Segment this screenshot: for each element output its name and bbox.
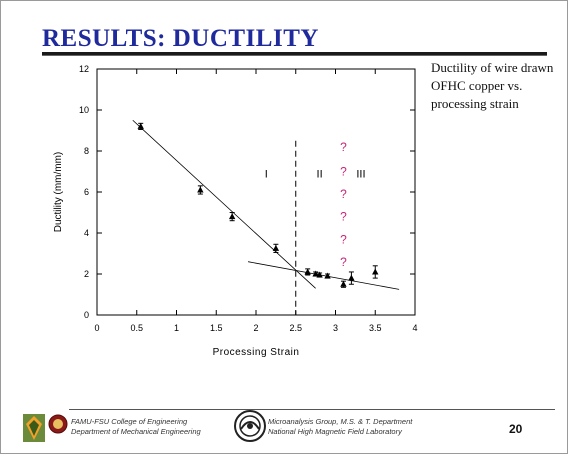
title-underline bbox=[42, 52, 547, 55]
region-label: II bbox=[317, 169, 323, 181]
x-tick-label: 1.5 bbox=[210, 323, 223, 333]
question-mark: ? bbox=[340, 232, 347, 246]
chart-caption: Ductility of wire drawn OFHC copper vs. … bbox=[431, 60, 554, 111]
footer-left-text: FAMU-FSU College of Engineering Departme… bbox=[71, 417, 201, 437]
ductility-chart: 0 0.5 1 1.5 2 2.5 3 3.5 4 0 2 4 6 8 10 12 Processing Str… bbox=[53, 64, 418, 358]
data-point bbox=[228, 213, 236, 220]
page-number: 20 bbox=[509, 422, 523, 436]
y-tick-label: 10 bbox=[79, 105, 89, 115]
slide-title: RESULTS: DUCTILITY bbox=[42, 25, 319, 52]
question-mark: ? bbox=[340, 165, 347, 179]
fit-line bbox=[132, 119, 316, 289]
data-point bbox=[197, 186, 204, 193]
x-axis-label: Processing Strain bbox=[213, 347, 300, 358]
footer-lab: National High Magnetic Field Laboratory bbox=[268, 427, 402, 436]
y-tick-label: 6 bbox=[84, 187, 89, 197]
data-point bbox=[340, 280, 347, 287]
x-tick-label: 0 bbox=[94, 323, 99, 333]
data-point bbox=[137, 122, 144, 129]
y-axis-label: Ductility (mm/mm) bbox=[53, 152, 64, 233]
data-point bbox=[324, 272, 331, 279]
footer-college: FAMU-FSU College of Engineering bbox=[71, 417, 188, 426]
footer-divider bbox=[69, 409, 555, 410]
footer-department: Department of Mechanical Engineering bbox=[71, 427, 201, 436]
plot-frame bbox=[96, 68, 416, 316]
region-label: III bbox=[356, 169, 365, 181]
data-point bbox=[316, 271, 323, 278]
data-point bbox=[348, 274, 355, 281]
famu-logo-icon bbox=[23, 414, 45, 442]
fsu-seal-icon bbox=[48, 414, 68, 434]
nhmfl-logo-icon bbox=[234, 410, 266, 442]
x-tick-label: 3.5 bbox=[369, 323, 382, 333]
x-tick-label: 1 bbox=[174, 323, 179, 333]
data-point bbox=[372, 268, 379, 275]
x-tick-label: 2 bbox=[253, 323, 258, 333]
y-tick-label: 4 bbox=[84, 228, 89, 238]
data-point bbox=[272, 244, 280, 251]
region-label: I bbox=[265, 169, 268, 181]
footer-group: Microanalysis Group, M.S. & T. Departmen… bbox=[268, 417, 413, 426]
question-mark: ? bbox=[340, 255, 347, 269]
question-mark: ? bbox=[340, 187, 347, 201]
y-tick-label: 8 bbox=[84, 146, 89, 156]
x-tick-label: 3 bbox=[333, 323, 338, 333]
y-tick-label: 2 bbox=[84, 269, 89, 279]
y-tick-label: 0 bbox=[84, 310, 89, 320]
fit-line bbox=[247, 261, 400, 290]
x-tick-label: 2.5 bbox=[289, 323, 302, 333]
data-point bbox=[304, 268, 311, 275]
data-point bbox=[312, 270, 319, 277]
x-tick-label: 0.5 bbox=[130, 323, 143, 333]
question-mark: ? bbox=[340, 210, 347, 224]
y-tick-label: 12 bbox=[79, 64, 89, 74]
x-tick-label: 4 bbox=[412, 323, 417, 333]
question-mark: ? bbox=[340, 140, 347, 154]
footer-right-text: Microanalysis Group, M.S. & T. Departmen… bbox=[268, 417, 412, 437]
